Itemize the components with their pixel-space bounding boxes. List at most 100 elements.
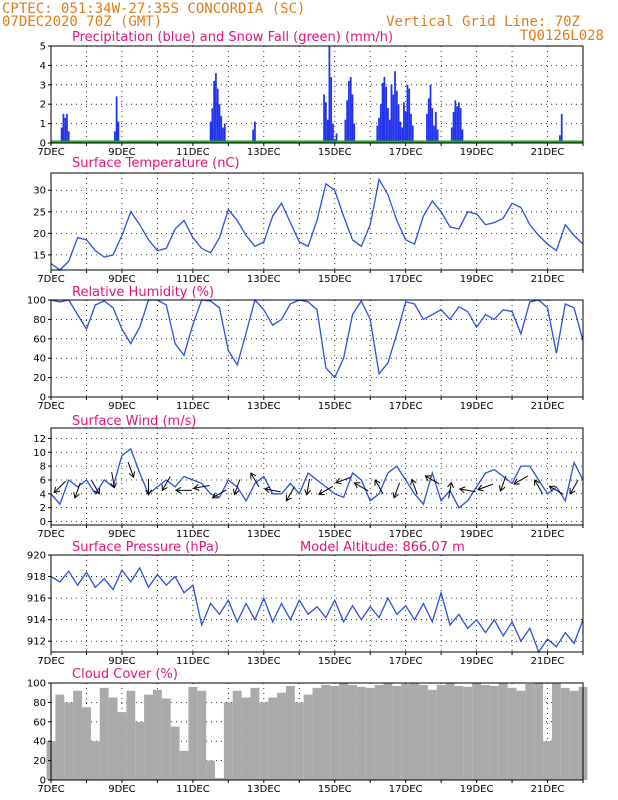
precip-bar [381, 82, 384, 143]
wind-arrow [534, 479, 544, 495]
pressure-ytick-label: 918 [27, 572, 46, 583]
cloud-cover-bar [206, 760, 216, 780]
wind-arrow [447, 481, 454, 499]
precip-bar [211, 108, 214, 143]
model-altitude-label: Model Altitude: 866.07 m [300, 540, 465, 555]
wind-arrow [232, 479, 241, 496]
wind-arrow [477, 483, 494, 492]
cloud-cover-bar [481, 684, 490, 780]
wind-arrow-shaft [212, 489, 227, 499]
precip-bar [390, 84, 393, 143]
wind-arrow-head [250, 472, 257, 479]
wind-arrow-shaft [499, 475, 507, 492]
wind-arrow-shaft [335, 476, 352, 484]
temperature-ytick-label: 25 [33, 207, 46, 218]
cloud-cover-bar [543, 741, 552, 780]
precip-bar [426, 113, 428, 143]
precip-bar [411, 125, 414, 143]
precip-bar [392, 94, 395, 143]
grid-line-header: Vertical Grid Line: 70Z [386, 14, 580, 30]
precip-bar [395, 90, 398, 143]
temperature-xtick-label: 11DEC [176, 274, 210, 285]
precip-bar [378, 117, 380, 143]
precip-xtick-label: 9DEC [108, 147, 135, 158]
precip-bar [348, 80, 350, 143]
cloud-cover-bar [259, 702, 269, 780]
wind-arrow-head [145, 489, 152, 496]
precip-panel: 0 1 2 3 4 5 7DEC 9DEC 11DEC 13DEC 15DEC 17DEC 19DEC 2… [37, 42, 584, 158]
precip-bar [397, 104, 400, 143]
wind-arrow-shaft [374, 479, 384, 495]
precip-bar [66, 113, 68, 143]
cloud-cover-bar [277, 692, 286, 780]
cloud-cover-bar [410, 683, 419, 780]
cloud-cover-bar [472, 683, 482, 780]
cloud-ytick-label: 40 [33, 737, 46, 748]
wind-arrow-shaft [111, 471, 115, 488]
precip-bar [394, 71, 396, 143]
wind-arrow-head [304, 489, 311, 496]
cloud-cover-bar [525, 683, 535, 780]
cloud-ytick-label: 100 [27, 679, 46, 690]
humidity-ytick-label: 100 [27, 296, 46, 307]
precip-bar [117, 121, 120, 143]
precip-bar [60, 127, 63, 143]
cloud-cover-bar [348, 684, 357, 780]
cloud-cover-bar [268, 697, 278, 780]
wind-arrow-shaft [549, 485, 564, 495]
precip-bar [324, 102, 327, 143]
cloud-cover-bar [117, 712, 127, 780]
precip-bar [64, 117, 67, 143]
cloud-cover-bar [401, 683, 411, 780]
cloud-cover-bar [90, 741, 100, 780]
precip-xtick-label: 7DEC [37, 147, 64, 158]
precip-bar [209, 121, 212, 143]
cloud-cover-bar [215, 778, 224, 780]
precip-bar [252, 129, 255, 143]
wind-arrow [458, 486, 476, 494]
wind-arrow-head [534, 479, 541, 486]
wind-arrow [318, 485, 334, 495]
wind-arrow-shaft [425, 475, 440, 485]
pressure-frame [50, 554, 584, 653]
cloud-cover-bar [418, 684, 428, 780]
cloud-cover-bar [560, 687, 570, 780]
precip-bar [385, 86, 388, 143]
wind-arrow-head [569, 487, 576, 495]
temperature-xtick-label: 19DEC [460, 274, 494, 285]
precip-bar [461, 129, 464, 143]
pressure-xtick-label: 13DEC [247, 656, 281, 667]
precip-bar [560, 113, 563, 143]
cloud-cover-bar [294, 702, 304, 780]
temperature-xtick-label: 7DEC [37, 274, 64, 285]
cloud-cover-bar [356, 686, 366, 780]
cloud-cover-bar [330, 685, 340, 780]
precip-bar [406, 84, 409, 143]
precip-bar [349, 77, 352, 143]
cloud-xtick-label: 19DEC [460, 784, 494, 795]
wind-arrow-head [498, 485, 506, 492]
pressure-xtick-label: 9DEC [108, 656, 135, 667]
precip-xtick-label: 19DEC [460, 147, 494, 158]
precip-frame [50, 45, 584, 144]
precip-bar [220, 115, 223, 143]
wind-arrow [285, 486, 295, 502]
temperature-title: Surface Temperature (nC) [72, 156, 240, 171]
wind-arrow-head [374, 479, 381, 486]
wind-arrow [304, 478, 311, 496]
humidity-xtick-label: 15DEC [318, 401, 352, 412]
wind-ytick-label: 8 [40, 462, 46, 473]
wind-arrow-head [335, 477, 342, 485]
precip-bar [436, 129, 439, 143]
cloud-cover-bar [489, 685, 499, 780]
station-header: CPTEC: 051:34W-27:35S CONCORDIA (SC) [2, 1, 305, 17]
cloud-cover-bar [365, 687, 375, 780]
wind-arrow [353, 482, 369, 492]
wind-xtick-label: 17DEC [389, 529, 423, 540]
precip-bar [452, 111, 455, 143]
cloud-cover-bar [250, 687, 260, 780]
pressure-xtick-label: 7DEC [37, 656, 64, 667]
wind-line [50, 447, 584, 509]
cloud-cover-bar [188, 686, 198, 780]
